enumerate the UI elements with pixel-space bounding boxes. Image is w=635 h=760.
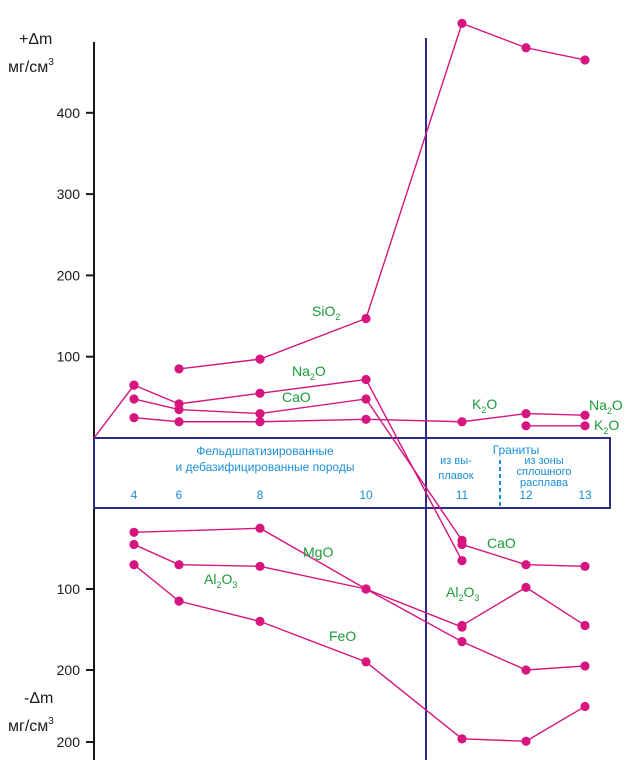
- data-point: [457, 620, 467, 631]
- data-point: [174, 417, 184, 427]
- data-point: [457, 18, 467, 28]
- data-point: [580, 410, 590, 420]
- data-point: [521, 560, 531, 570]
- series-line: [461, 586, 586, 627]
- band-mid-line1: из вы-: [440, 455, 472, 467]
- y-axis-top-unit-sup: 3: [48, 57, 54, 68]
- data-point: [255, 561, 265, 571]
- data-point: [174, 560, 184, 570]
- sample-band-frame: [93, 437, 611, 509]
- data-point: [521, 43, 531, 53]
- granite-title: Граниты: [493, 443, 540, 457]
- band-mid-line2: плавок: [438, 470, 473, 482]
- band-right-line1: из зоны: [524, 455, 563, 467]
- series-label: Al2O3: [204, 571, 237, 590]
- y-axis-bottom-unit: мг/см3: [8, 716, 54, 735]
- data-point: [580, 561, 590, 571]
- data-point: [129, 394, 139, 404]
- data-point: [521, 582, 531, 592]
- tick-group: 400 300 200 100 100 200 200: [57, 105, 94, 750]
- data-point: [129, 527, 139, 537]
- sample-label-group: 4 6 8 10 11 12 13: [131, 488, 592, 502]
- sample-label: 12: [519, 488, 533, 502]
- sample-label: 6: [176, 488, 183, 502]
- series-label: CaO: [282, 389, 311, 405]
- series-label: SiO2: [312, 303, 340, 322]
- y-axis-bottom-unit-text: мг/см: [8, 718, 48, 735]
- series-label: CaO: [487, 535, 516, 551]
- band-title-line2: и дебазифицированные породы: [175, 460, 354, 474]
- data-point: [361, 584, 371, 594]
- y-axis-bottom-symbol: -Δm: [24, 690, 53, 707]
- data-point: [457, 539, 467, 550]
- data-point: [255, 616, 265, 627]
- data-point: [255, 388, 265, 398]
- series-label: Al2O3: [446, 584, 479, 603]
- tick-label-upper: 400: [57, 105, 81, 121]
- data-point: [457, 637, 467, 647]
- series-label: Na2O: [292, 363, 326, 382]
- tick-label-upper: 300: [57, 186, 81, 202]
- data-point: [580, 421, 590, 431]
- data-point: [361, 657, 371, 667]
- data-point: [457, 556, 467, 566]
- series-label: K2O: [472, 396, 497, 415]
- tick-label-upper: 100: [57, 349, 81, 365]
- data-point: [521, 421, 531, 431]
- data-point: [580, 55, 590, 65]
- data-point: [129, 539, 139, 550]
- y-axis-top-symbol: +Δm: [19, 31, 52, 48]
- series-point-group: [129, 18, 590, 746]
- data-point: [457, 734, 467, 744]
- series-line: [133, 564, 586, 742]
- data-point: [580, 620, 590, 631]
- band-title-line1: Фельдшпатизированные: [196, 444, 334, 458]
- series-label: MgO: [303, 544, 333, 560]
- data-point: [255, 354, 265, 364]
- data-point: [580, 701, 590, 712]
- data-point: [521, 409, 531, 419]
- band-right-line3: расплава: [520, 477, 569, 489]
- sample-label: 13: [578, 488, 592, 502]
- data-point: [255, 409, 265, 419]
- data-point: [255, 523, 265, 533]
- data-point: [174, 596, 184, 606]
- data-point: [521, 736, 531, 746]
- data-point: [521, 665, 531, 675]
- y-axis-top-unit-text: мг/см: [8, 59, 48, 76]
- sample-label: 11: [456, 488, 469, 502]
- sample-label: 4: [131, 488, 138, 502]
- series-line: [178, 22, 586, 370]
- data-point: [580, 661, 590, 671]
- y-axis-bottom-unit-sup: 3: [48, 716, 54, 727]
- data-point: [255, 417, 265, 427]
- data-point: [361, 394, 371, 404]
- sample-label: 8: [257, 488, 264, 502]
- series-label: K2O: [594, 417, 619, 436]
- data-point: [361, 414, 371, 424]
- series-line: [133, 527, 463, 628]
- data-point: [174, 404, 184, 415]
- sample-label: 10: [359, 488, 373, 502]
- data-point: [129, 413, 139, 423]
- tick-label-lower: 200: [57, 734, 81, 750]
- series-label: FeO: [329, 628, 356, 644]
- data-point: [361, 374, 371, 385]
- series-line: [133, 412, 586, 423]
- data-point: [457, 417, 467, 427]
- series-label: Na2O: [589, 397, 623, 416]
- tick-label-lower: 100: [57, 581, 81, 597]
- y-axis-top-unit: мг/см3: [8, 57, 54, 76]
- band-right-line2: сплошного: [516, 466, 571, 478]
- tick-label-lower: 200: [57, 662, 81, 678]
- data-point: [129, 380, 139, 390]
- tick-label-upper: 200: [57, 267, 81, 283]
- data-point: [129, 560, 139, 570]
- data-point: [361, 313, 371, 324]
- data-point: [174, 364, 184, 374]
- series-line: [93, 384, 135, 439]
